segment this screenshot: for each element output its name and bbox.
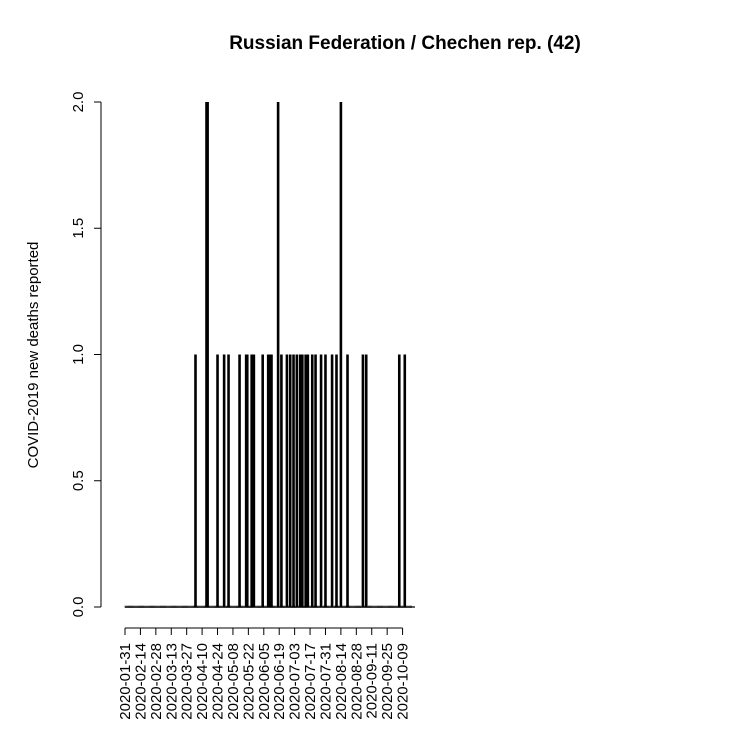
y-axis-title: COVID-2019 new deaths reported — [25, 242, 42, 469]
y-tick-label: 1.5 — [70, 218, 87, 239]
x-tick-label: 2020-08-28 — [348, 643, 365, 720]
y-tick-label: 0.5 — [70, 470, 87, 491]
x-tick-label: 2020-01-31 — [117, 643, 134, 720]
x-tick-label: 2020-09-25 — [379, 643, 396, 720]
chart-title: Russian Federation / Chechen rep. (42) — [229, 33, 581, 54]
x-tick-label: 2020-07-03 — [287, 643, 304, 720]
x-tick-label: 2020-02-28 — [148, 643, 165, 720]
y-axis: 0.0 0.5 1.0 1.5 2.0 — [70, 92, 102, 618]
x-tick-label: 2020-03-13 — [163, 643, 180, 720]
x-tick-label: 2020-04-10 — [194, 643, 211, 720]
x-tick-label: 2020-10-09 — [395, 643, 412, 720]
x-tick-label: 2020-05-08 — [225, 643, 242, 720]
x-tick-label: 2020-07-31 — [317, 643, 334, 720]
x-axis: 2020-01-312020-02-142020-02-282020-03-13… — [117, 627, 412, 720]
x-tick-label: 2020-07-17 — [302, 643, 319, 720]
x-tick-label: 2020-03-27 — [179, 643, 196, 720]
x-tick-label: 2020-05-22 — [240, 643, 257, 720]
x-tick-label: 2020-09-11 — [364, 643, 381, 719]
x-tick-label: 2020-06-05 — [256, 643, 273, 720]
x-tick-label: 2020-06-19 — [271, 643, 288, 720]
x-tick-label: 2020-02-14 — [132, 643, 149, 720]
y-tick-label: 0.0 — [70, 597, 87, 618]
y-tick-label: 2.0 — [70, 92, 87, 113]
x-tick-label: 2020-08-14 — [333, 643, 350, 720]
x-tick-label: 2020-04-24 — [210, 643, 227, 720]
y-tick-label: 1.0 — [70, 344, 87, 365]
data-bars — [194, 102, 407, 607]
